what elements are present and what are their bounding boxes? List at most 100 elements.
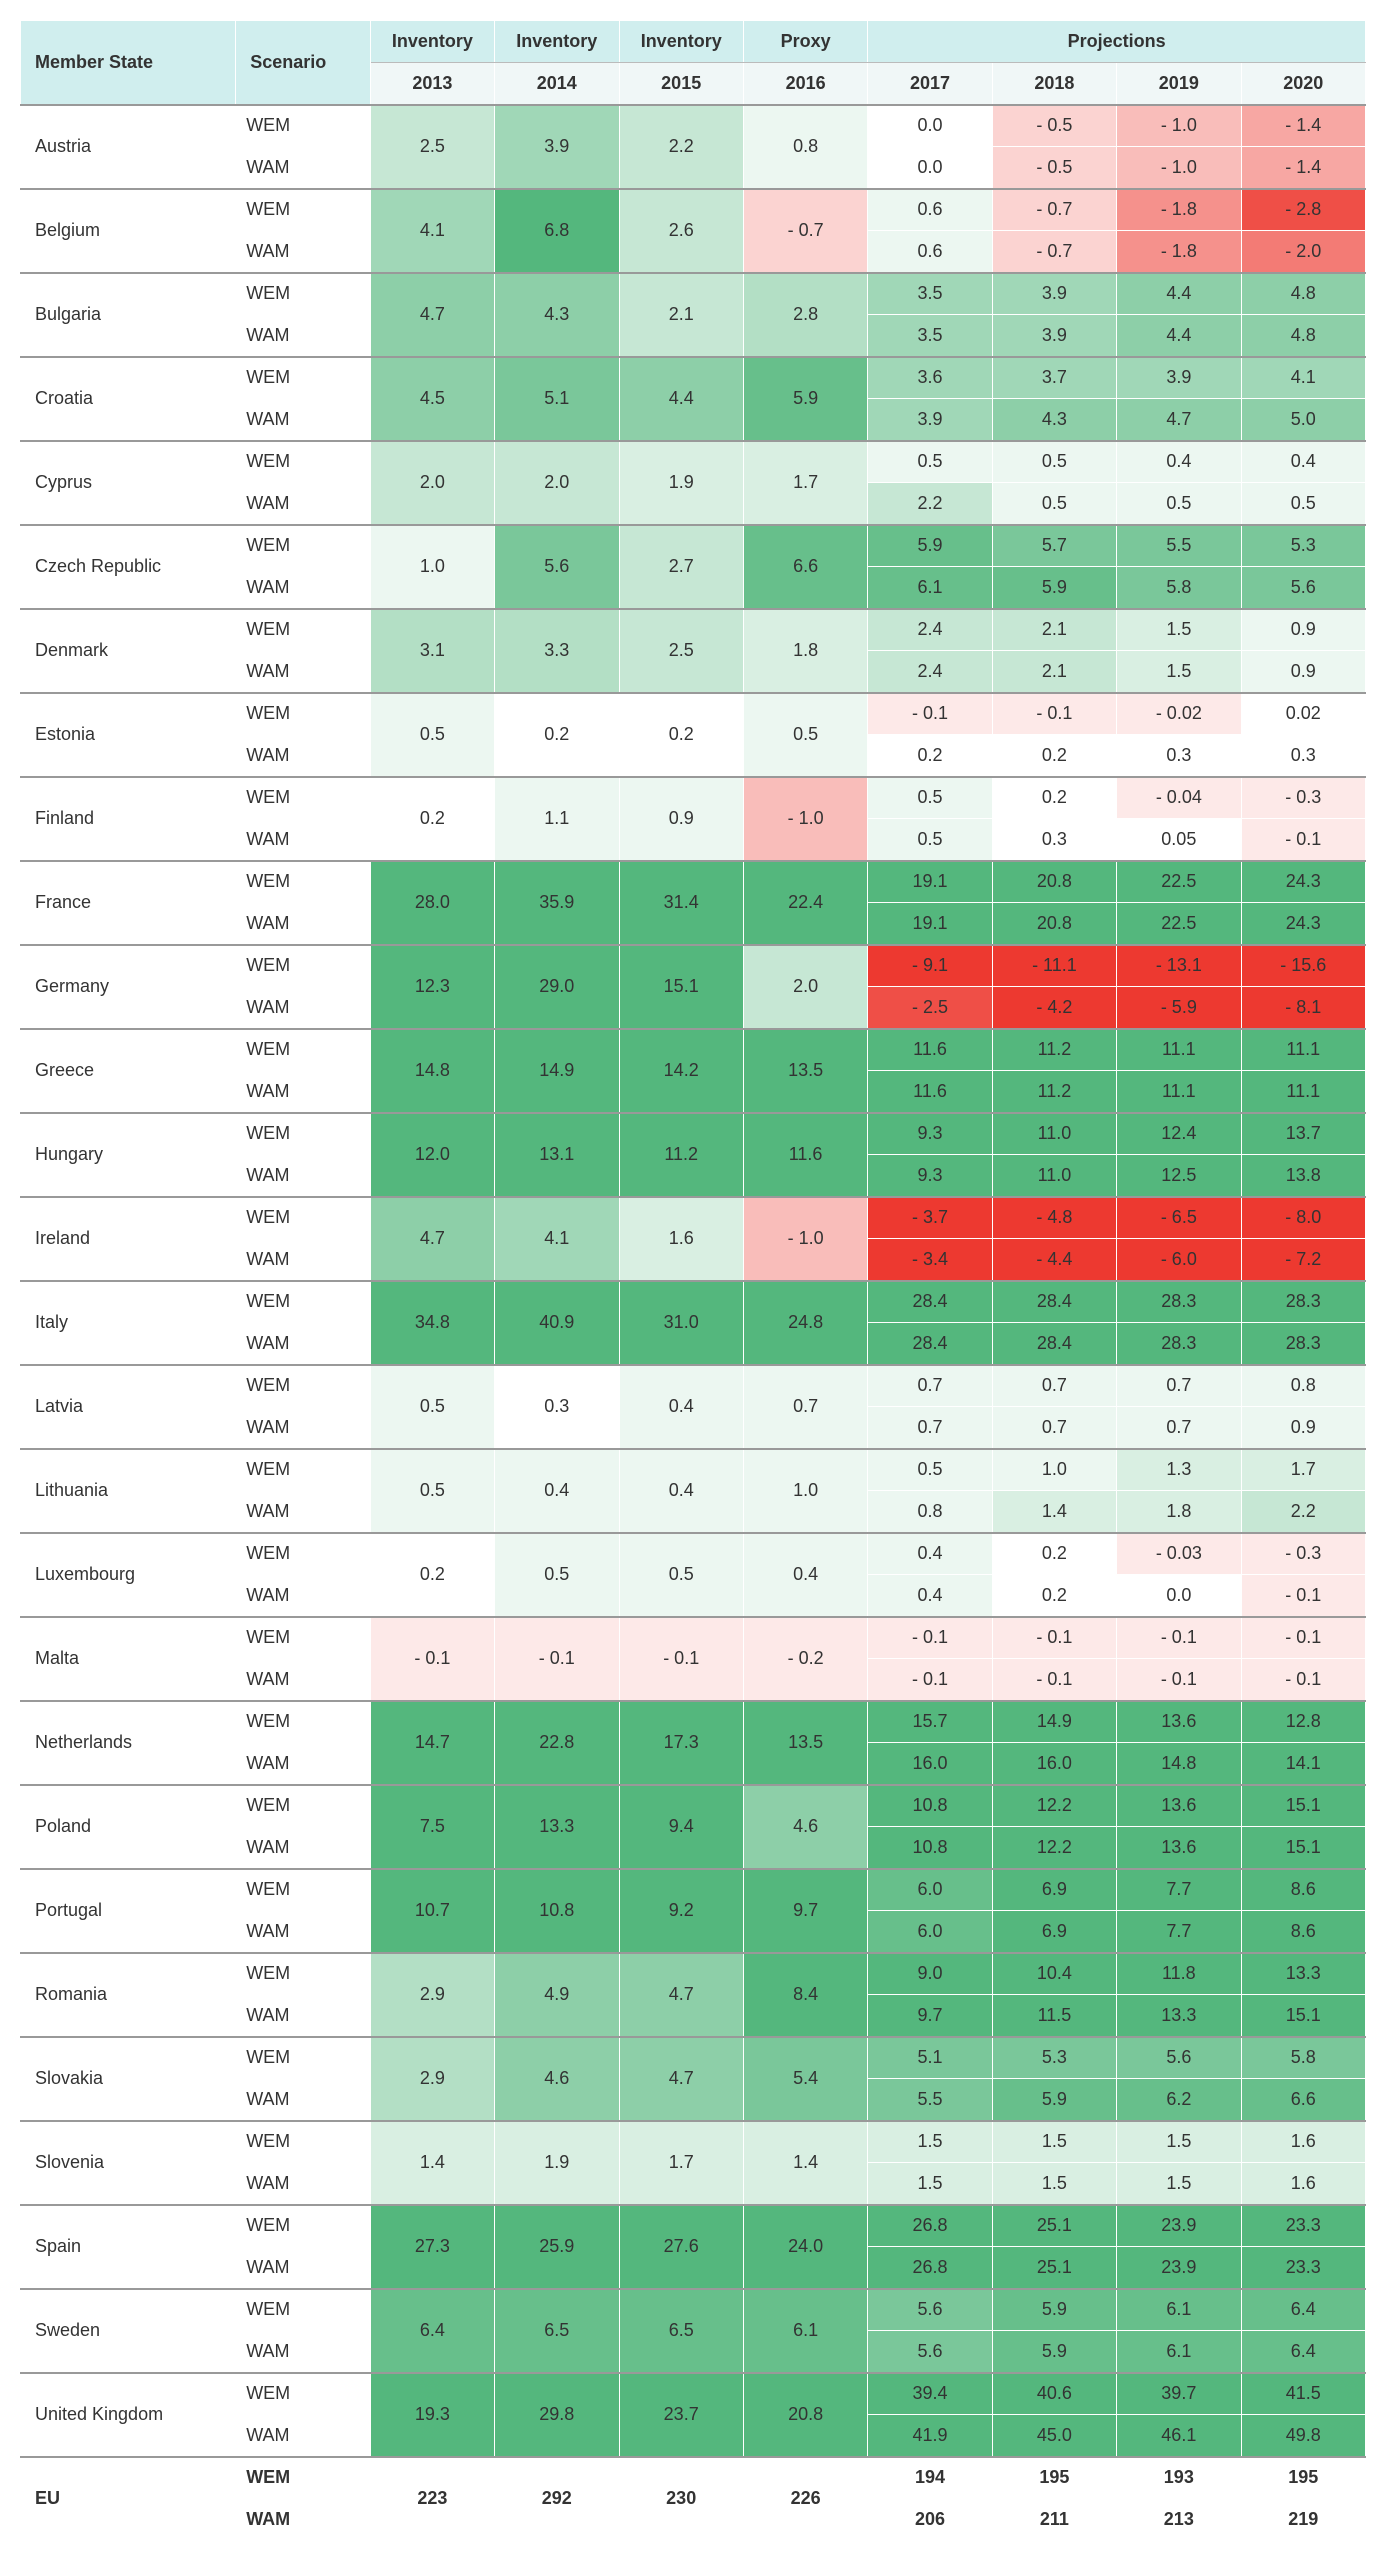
inv-cell: 0.5 (495, 1533, 619, 1617)
proj-cell: - 0.1 (992, 693, 1116, 735)
proj-cell: - 11.1 (992, 945, 1116, 987)
inv-cell: 4.9 (495, 1953, 619, 2037)
proj-cell: 4.1 (1241, 357, 1365, 399)
proj-cell: 11.8 (1117, 1953, 1241, 1995)
proj-cell: 23.9 (1117, 2205, 1241, 2247)
proj-cell: 11.0 (992, 1113, 1116, 1155)
scenario-cell: WAM (236, 1155, 371, 1197)
proj-cell: 9.3 (868, 1113, 992, 1155)
proj-cell: - 0.3 (1241, 777, 1365, 819)
header-year-2015: 2015 (619, 63, 743, 105)
scenario-cell: WAM (236, 2079, 371, 2121)
header-inventory-2013: Inventory (370, 21, 494, 63)
eu-proj-cell: 195 (992, 2457, 1116, 2499)
proj-cell: 0.5 (868, 1449, 992, 1491)
proj-cell: 6.6 (1241, 2079, 1365, 2121)
scenario-cell: WAM (236, 987, 371, 1029)
proj-cell: 49.8 (1241, 2415, 1365, 2457)
scenario-cell: WAM (236, 1071, 371, 1113)
eu-proj-cell: 219 (1241, 2499, 1365, 2541)
proj-cell: - 0.1 (868, 693, 992, 735)
header-member-state: Member State (21, 21, 236, 105)
inv-cell: 1.0 (370, 525, 494, 609)
proj-cell: 5.9 (868, 525, 992, 567)
inv-cell: 11.2 (619, 1113, 743, 1197)
proj-cell: 23.3 (1241, 2205, 1365, 2247)
proj-cell: - 0.1 (868, 1659, 992, 1701)
state-cell: Spain (21, 2205, 236, 2289)
proj-cell: 11.0 (992, 1155, 1116, 1197)
proj-cell: 2.1 (992, 609, 1116, 651)
inv-cell: - 0.7 (743, 189, 867, 273)
proj-cell: 0.9 (1241, 651, 1365, 693)
proj-cell: 11.1 (1117, 1029, 1241, 1071)
proj-cell: 10.8 (868, 1827, 992, 1869)
inv-cell: - 0.1 (370, 1617, 494, 1701)
scenario-cell: WAM (236, 2415, 371, 2457)
proj-cell: 6.1 (868, 567, 992, 609)
proj-cell: 5.5 (1117, 525, 1241, 567)
inv-cell: - 0.1 (619, 1617, 743, 1701)
inv-cell: 10.8 (495, 1869, 619, 1953)
state-cell: Finland (21, 777, 236, 861)
inv-cell: 17.3 (619, 1701, 743, 1785)
eu-proj-cell: 211 (992, 2499, 1116, 2541)
inv-cell: 28.0 (370, 861, 494, 945)
proj-cell: 0.5 (1241, 483, 1365, 525)
proj-cell: 39.4 (868, 2373, 992, 2415)
scenario-cell: WEM (236, 1029, 371, 1071)
proj-cell: - 0.1 (1117, 1659, 1241, 1701)
state-cell: Netherlands (21, 1701, 236, 1785)
proj-cell: - 3.7 (868, 1197, 992, 1239)
scenario-cell: WEM (236, 693, 371, 735)
inv-cell: 13.1 (495, 1113, 619, 1197)
inv-cell: 31.4 (619, 861, 743, 945)
proj-cell: 1.6 (1241, 2163, 1365, 2205)
state-cell: Belgium (21, 189, 236, 273)
proj-cell: 22.5 (1117, 903, 1241, 945)
inv-cell: 2.9 (370, 2037, 494, 2121)
scenario-cell: WAM (236, 2247, 371, 2289)
scenario-cell: WAM (236, 1827, 371, 1869)
inv-cell: - 1.0 (743, 777, 867, 861)
proj-cell: 0.5 (1117, 483, 1241, 525)
inv-cell: 4.4 (619, 357, 743, 441)
proj-cell: 4.3 (992, 399, 1116, 441)
proj-cell: 0.7 (992, 1365, 1116, 1407)
scenario-cell: WEM (236, 1785, 371, 1827)
inv-cell: 0.9 (619, 777, 743, 861)
proj-cell: - 7.2 (1241, 1239, 1365, 1281)
proj-cell: - 1.8 (1117, 231, 1241, 273)
proj-cell: 41.9 (868, 2415, 992, 2457)
inv-cell: 1.7 (619, 2121, 743, 2205)
proj-cell: 4.8 (1241, 315, 1365, 357)
scenario-cell: WEM (236, 2037, 371, 2079)
proj-cell: 11.2 (992, 1029, 1116, 1071)
scenario-cell: WAM (236, 1407, 371, 1449)
inv-cell: 7.5 (370, 1785, 494, 1869)
inv-cell: 2.0 (495, 441, 619, 525)
header-year-2014: 2014 (495, 63, 619, 105)
proj-cell: 1.8 (1117, 1491, 1241, 1533)
proj-cell: 10.4 (992, 1953, 1116, 1995)
scenario-cell: WEM (236, 2121, 371, 2163)
inv-cell: 4.1 (495, 1197, 619, 1281)
inv-cell: 13.5 (743, 1029, 867, 1113)
proj-cell: 5.8 (1117, 567, 1241, 609)
inv-cell: 6.6 (743, 525, 867, 609)
proj-cell: 0.4 (868, 1533, 992, 1575)
inv-cell: 4.7 (370, 273, 494, 357)
proj-cell: - 1.0 (1117, 147, 1241, 189)
proj-cell: 5.9 (992, 2079, 1116, 2121)
inv-cell: 0.2 (370, 1533, 494, 1617)
proj-cell: 0.3 (992, 819, 1116, 861)
proj-cell: - 0.1 (992, 1617, 1116, 1659)
inv-cell: 2.0 (370, 441, 494, 525)
inv-cell: 2.5 (370, 105, 494, 189)
proj-cell: 5.6 (868, 2289, 992, 2331)
scenario-cell: WAM (236, 651, 371, 693)
scenario-cell: WAM (236, 2163, 371, 2205)
proj-cell: - 6.0 (1117, 1239, 1241, 1281)
proj-cell: - 0.1 (1241, 1659, 1365, 1701)
proj-cell: 28.3 (1117, 1281, 1241, 1323)
